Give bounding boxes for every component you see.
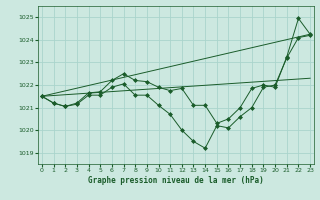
X-axis label: Graphe pression niveau de la mer (hPa): Graphe pression niveau de la mer (hPa) [88,176,264,185]
